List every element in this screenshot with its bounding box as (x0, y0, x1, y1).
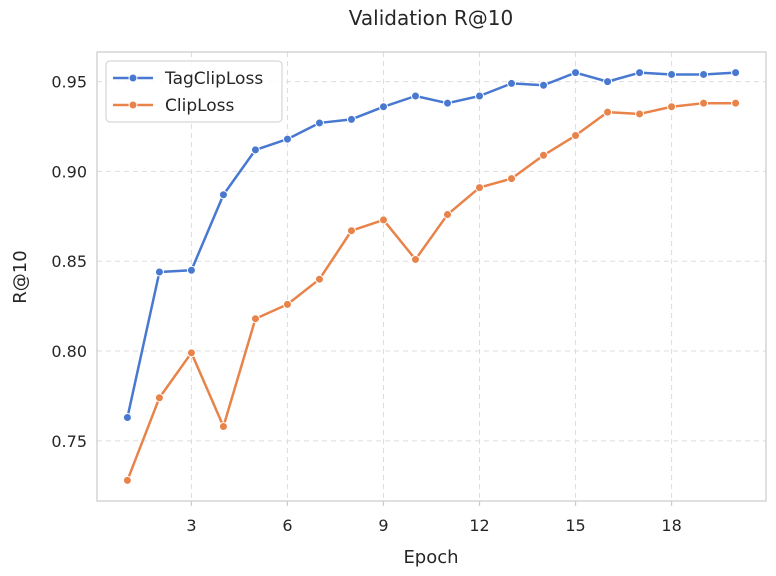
data-point-cliploss (475, 183, 485, 193)
data-point-tagcliploss (346, 114, 356, 124)
x-tick-label: 3 (186, 516, 196, 535)
grid (97, 52, 766, 501)
x-tick-label: 12 (469, 516, 489, 535)
y-tick-label: 0.80 (51, 342, 87, 361)
legend-marker-cliploss (128, 100, 138, 110)
series-lines (126, 71, 736, 481)
y-tick-label: 0.85 (51, 252, 87, 271)
data-point-tagcliploss (122, 412, 132, 422)
data-point-tagcliploss (378, 102, 388, 112)
data-point-cliploss (154, 393, 164, 403)
data-point-cliploss (378, 215, 388, 225)
x-tick-label: 6 (282, 516, 292, 535)
legend: TagClipLoss ClipLoss (105, 60, 283, 123)
data-point-cliploss (699, 98, 709, 108)
series-line-cliploss (126, 101, 736, 481)
data-point-tagcliploss (314, 118, 324, 128)
data-point-cliploss (443, 210, 453, 220)
plot-frame (96, 51, 767, 502)
data-point-tagcliploss (507, 78, 517, 88)
legend-marker-tagcliploss (128, 73, 138, 83)
data-point-cliploss (667, 102, 677, 112)
data-point-tagcliploss (603, 77, 613, 87)
data-point-tagcliploss (667, 69, 677, 79)
data-point-tagcliploss (539, 80, 549, 90)
series-line-tagcliploss (126, 71, 736, 418)
x-tick-label: 15 (565, 516, 585, 535)
y-tick-label: 0.90 (51, 162, 87, 181)
y-tick-label: 0.95 (51, 73, 87, 92)
x-axis-label: Epoch (403, 547, 458, 568)
data-point-cliploss (539, 150, 549, 160)
legend-label-cliploss: ClipLoss (165, 96, 235, 116)
data-point-tagcliploss (699, 69, 709, 79)
data-point-tagcliploss (475, 91, 485, 101)
data-point-cliploss (282, 299, 292, 309)
y-ticks: 0.75 0.80 0.85 0.90 0.95 (51, 73, 87, 451)
data-point-tagcliploss (635, 68, 645, 78)
data-point-cliploss (186, 348, 196, 358)
data-point-cliploss (507, 174, 517, 184)
data-point-cliploss (250, 314, 260, 324)
data-point-tagcliploss (282, 134, 292, 144)
x-tick-label: 9 (378, 516, 388, 535)
data-point-tagcliploss (571, 68, 581, 78)
data-point-cliploss (603, 107, 613, 117)
data-point-cliploss (410, 254, 420, 264)
data-point-tagcliploss (218, 190, 228, 200)
data-point-tagcliploss (186, 265, 196, 275)
legend-box (105, 60, 283, 123)
x-ticks: 3 6 9 12 15 18 (186, 501, 682, 535)
data-point-cliploss (346, 226, 356, 236)
data-point-tagcliploss (731, 68, 741, 78)
data-point-cliploss (731, 98, 741, 108)
data-point-cliploss (218, 421, 228, 431)
data-point-tagcliploss (443, 98, 453, 108)
data-point-tagcliploss (250, 145, 260, 155)
data-point-cliploss (314, 274, 324, 284)
series-points (122, 68, 741, 485)
y-axis-label: R@10 (10, 250, 31, 303)
data-point-cliploss (571, 131, 581, 141)
legend-label-tagcliploss: TagClipLoss (164, 69, 263, 89)
data-point-tagcliploss (410, 91, 420, 101)
x-tick-label: 18 (661, 516, 681, 535)
chart-title: Validation R@10 (349, 6, 513, 30)
y-tick-label: 0.75 (51, 432, 87, 451)
data-point-cliploss (635, 109, 645, 119)
data-point-tagcliploss (154, 267, 164, 277)
data-point-cliploss (122, 475, 132, 485)
